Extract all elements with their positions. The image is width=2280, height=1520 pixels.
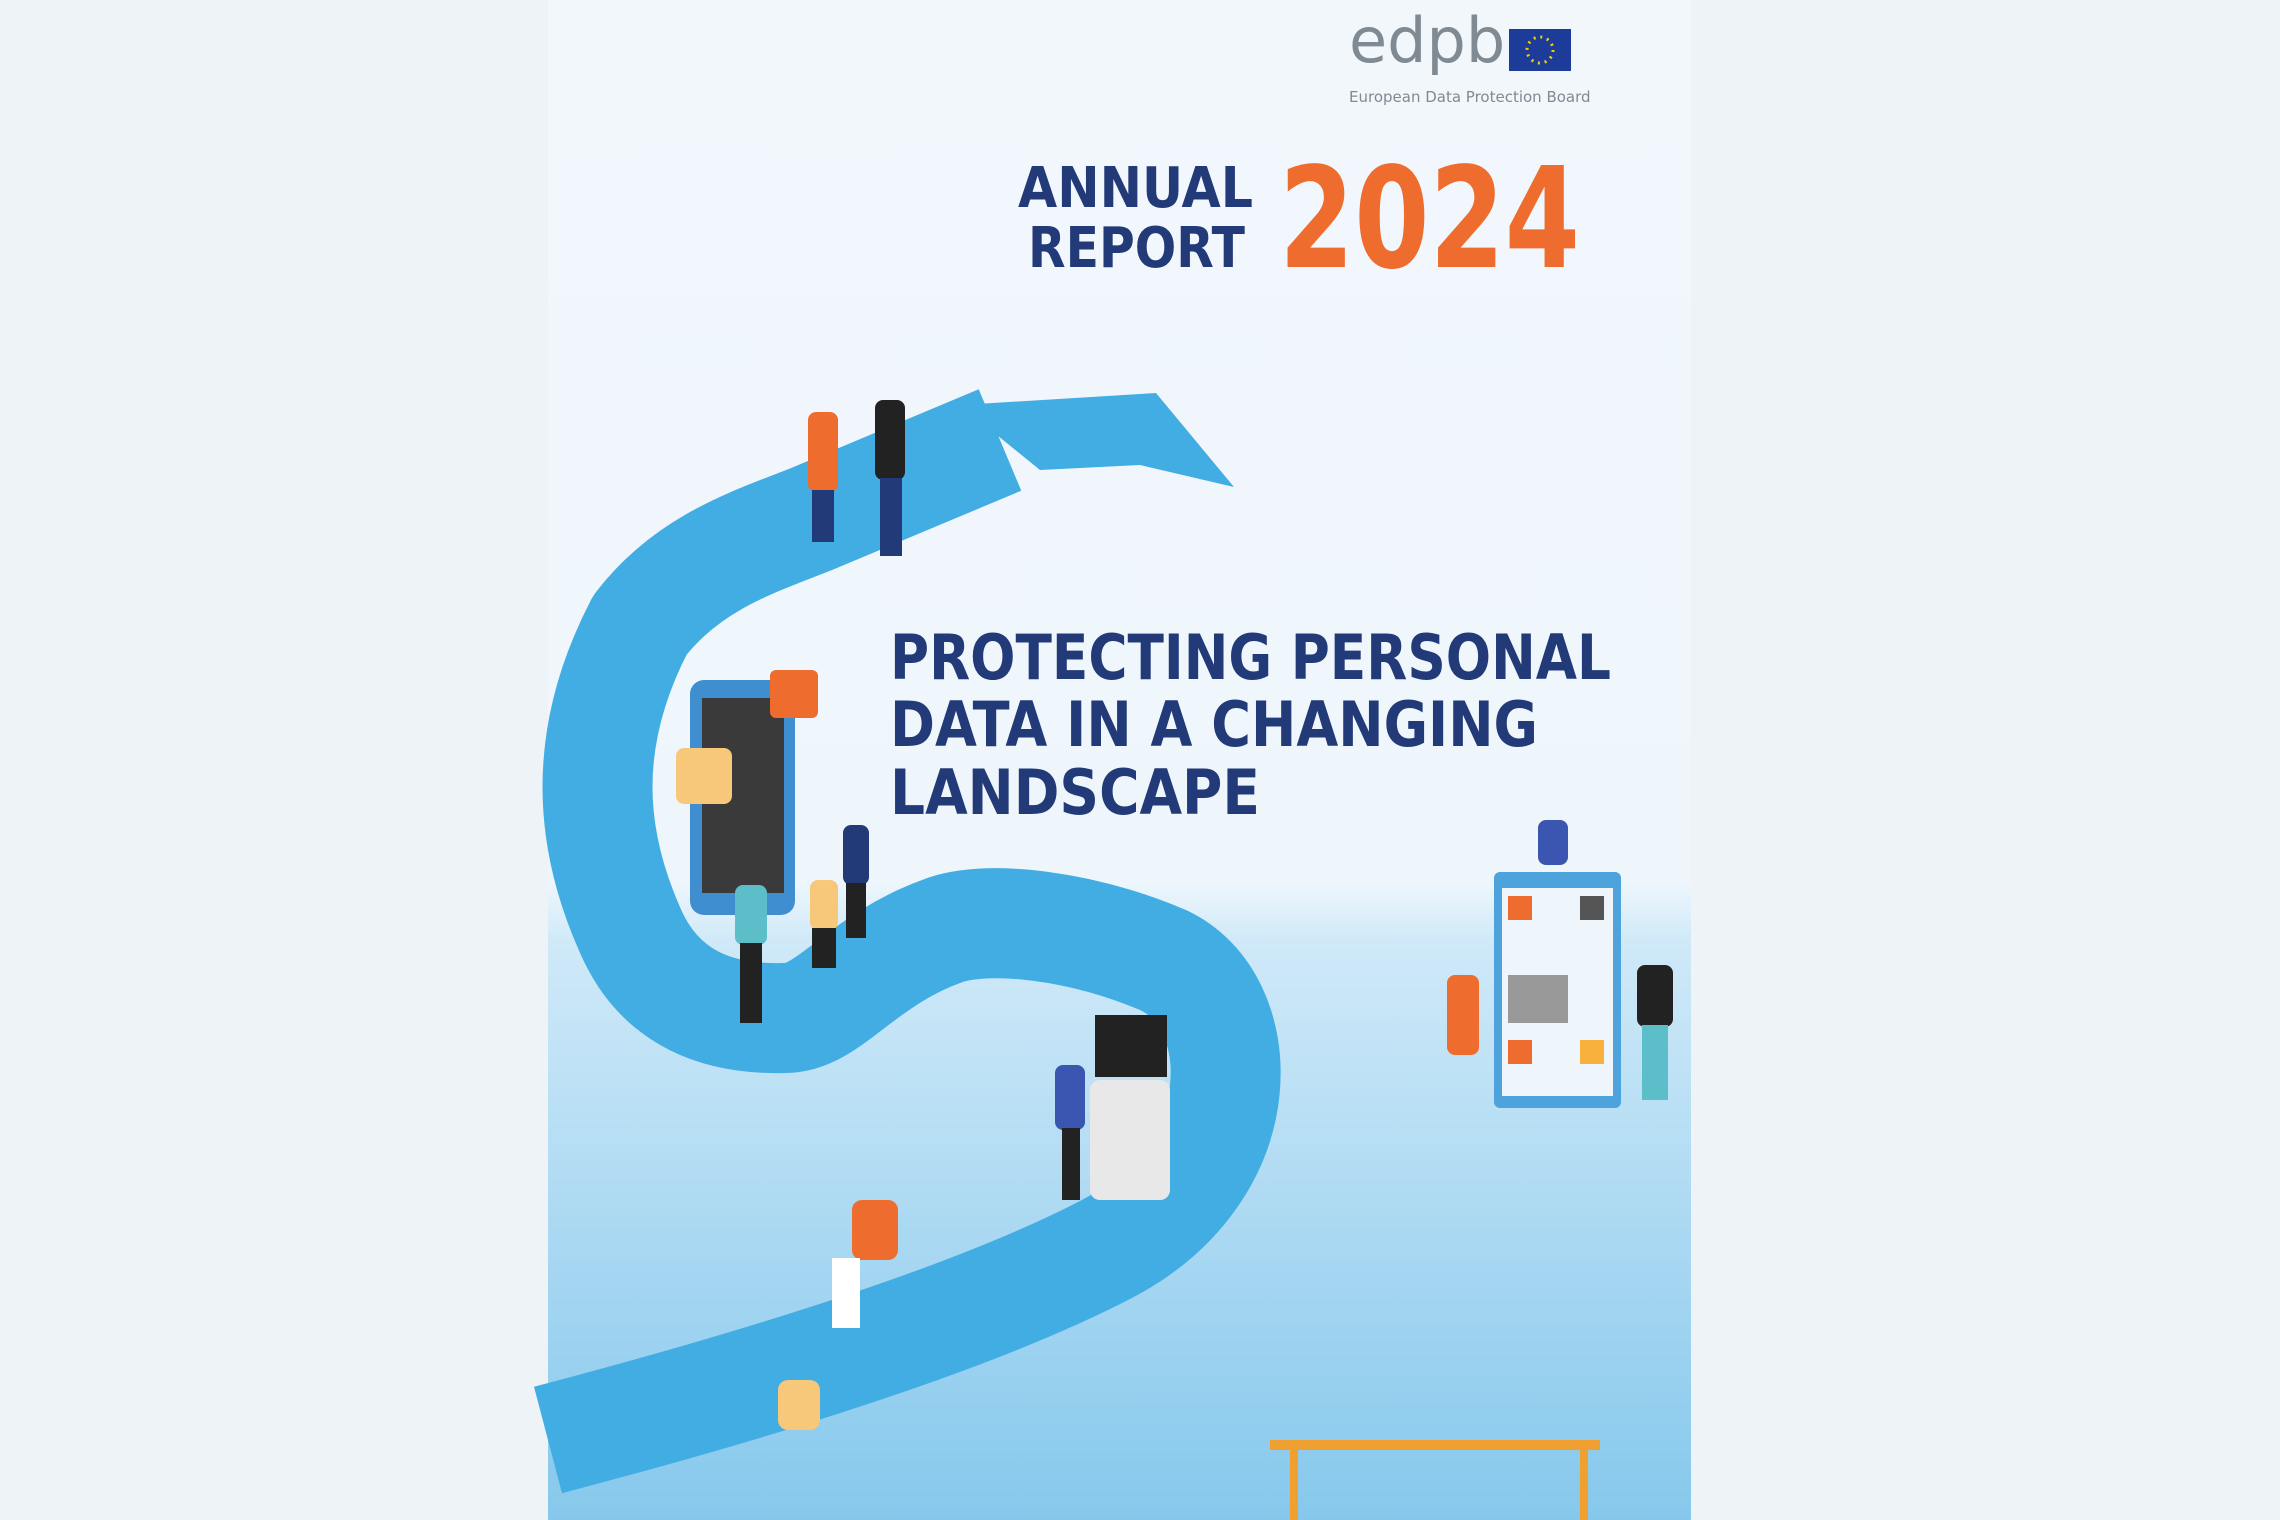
people-illustration xyxy=(735,400,1673,1430)
logo-text: edpb xyxy=(1349,4,1505,77)
logo-subtitle: European Data Protection Board xyxy=(1349,88,1591,106)
kiosk-illustration xyxy=(1090,1015,1170,1200)
eu-stars xyxy=(1525,35,1555,65)
header-year: 2024 xyxy=(1279,138,1580,301)
arrow-head xyxy=(960,393,1234,487)
phone-illustration xyxy=(676,670,818,915)
header-annual: ANNUAL xyxy=(1018,156,1253,221)
title-line: DATA IN A CHANGING xyxy=(890,688,1538,761)
table-illustration xyxy=(1270,1440,1600,1520)
title-line: LANDSCAPE xyxy=(890,756,1260,829)
road xyxy=(534,389,1281,1494)
header-report: REPORT xyxy=(1028,216,1245,281)
tablet-illustration xyxy=(1494,872,1621,1108)
eu-flag xyxy=(1509,29,1571,71)
title-line: PROTECTING PERSONAL xyxy=(890,621,1611,694)
